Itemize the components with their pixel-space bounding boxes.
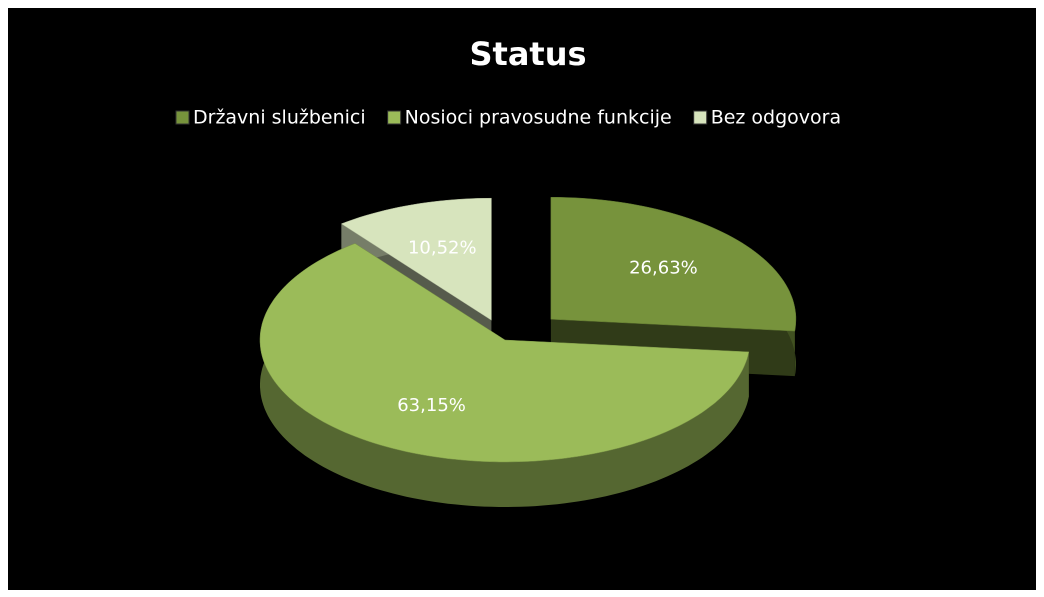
legend-label: Nosioci pravosudne funkcije xyxy=(405,107,672,129)
slice xyxy=(340,197,492,321)
slice xyxy=(550,197,797,332)
data-label: 26,63% xyxy=(629,257,698,278)
legend-swatch xyxy=(175,110,190,125)
legend-label: Bez odgovora xyxy=(711,107,841,129)
data-label: 10,52% xyxy=(408,238,477,259)
chart-title: Status xyxy=(469,35,586,73)
slice xyxy=(259,243,750,463)
legend-swatch xyxy=(693,110,708,125)
pie-tops xyxy=(259,197,797,463)
legend-label: Državni službenici xyxy=(193,107,366,129)
legend: Državni službenici Nosioci pravosudne fun… xyxy=(175,107,841,129)
data-label: 63,15% xyxy=(397,395,466,416)
legend-swatch xyxy=(387,110,402,125)
